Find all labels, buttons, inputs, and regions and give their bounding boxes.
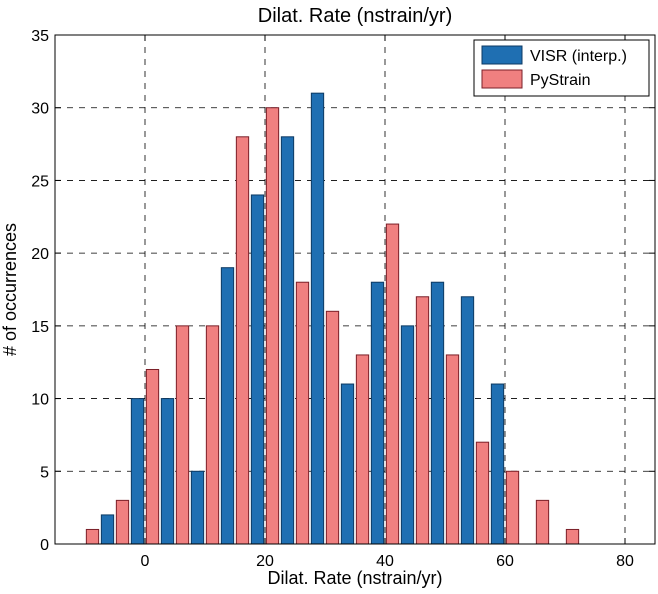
x-tick-label: 60	[496, 553, 514, 570]
y-tick-label: 5	[40, 464, 49, 481]
bar-pystrain	[565, 528, 580, 545]
bar-visr	[400, 325, 415, 545]
bar-pystrain	[295, 281, 310, 545]
bar-visr	[430, 281, 445, 545]
y-tick-label: 15	[31, 319, 49, 336]
legend-swatch	[481, 45, 523, 65]
bar-pystrain	[385, 223, 400, 545]
bar-pystrain	[475, 441, 490, 545]
axis-ticks: 0 20 40 60 80 0 5 10 15 20 25 30 35	[31, 28, 655, 570]
bar-visr	[280, 136, 295, 545]
bar-pystrain	[205, 325, 220, 545]
legend-entry: PyStrain	[530, 72, 590, 89]
x-tick-label: 80	[616, 553, 634, 570]
bar-pystrain	[235, 136, 250, 545]
bar-visr	[340, 383, 355, 545]
bar-pystrain	[445, 354, 460, 545]
y-tick-label: 0	[40, 537, 49, 554]
legend: VISR (interp.) PyStrain	[473, 39, 650, 97]
y-tick-label: 20	[31, 246, 49, 263]
y-axis-label: # of occurrences	[0, 223, 20, 356]
bar-visr	[220, 267, 235, 545]
x-tick-label: 40	[376, 553, 394, 570]
bar-visr	[490, 383, 505, 545]
plot-frame	[54, 34, 656, 545]
bar-pystrain	[115, 499, 130, 545]
bar-pystrain	[175, 325, 190, 545]
legend-entry: VISR (interp.)	[530, 48, 627, 65]
bar-pystrain	[325, 310, 340, 545]
y-tick-label: 10	[31, 392, 49, 409]
bar-pystrain	[145, 368, 160, 545]
legend-swatch	[481, 69, 523, 89]
bar-visr	[310, 92, 325, 545]
bar-pystrain	[535, 499, 550, 545]
bars-group	[85, 92, 580, 545]
bar-pystrain	[505, 470, 520, 545]
bar-pystrain	[415, 296, 430, 545]
x-tick-label: 20	[256, 553, 274, 570]
bar-visr	[130, 398, 145, 545]
bar-visr	[370, 281, 385, 545]
y-tick-label: 25	[31, 173, 49, 190]
chart-title: Dilat. Rate (nstrain/yr)	[258, 5, 453, 27]
bar-pystrain	[265, 107, 280, 545]
y-tick-label: 35	[31, 28, 49, 45]
bar-visr	[250, 194, 265, 545]
bar-pystrain	[355, 354, 370, 545]
x-axis-label: Dilat. Rate (nstrain/yr)	[267, 568, 442, 588]
bar-visr	[460, 296, 475, 545]
bar-visr	[100, 514, 115, 545]
y-tick-label: 30	[31, 101, 49, 118]
bar-visr	[160, 398, 175, 545]
bar-pystrain	[85, 528, 100, 545]
x-tick-label: 0	[141, 553, 150, 570]
bar-visr	[190, 470, 205, 545]
